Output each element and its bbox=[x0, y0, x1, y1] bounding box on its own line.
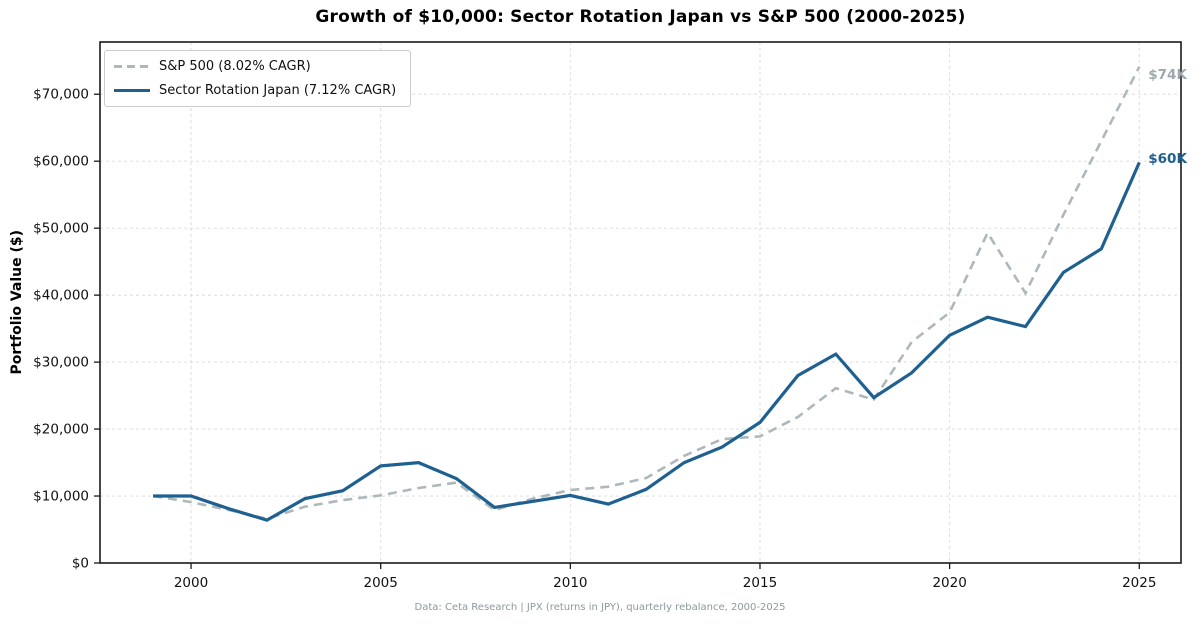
y-tick-label: $40,000 bbox=[33, 288, 89, 304]
plot-border bbox=[99, 41, 1182, 564]
x-tick-label: 2010 bbox=[553, 575, 587, 591]
legend-row-sp500: S&P 500 (8.02% CAGR) bbox=[114, 57, 396, 76]
x-tick-label: 2000 bbox=[174, 575, 208, 591]
x-tick-label: 2025 bbox=[1122, 575, 1156, 591]
y-tick-label: $60,000 bbox=[33, 154, 89, 170]
japan-series-line bbox=[153, 161, 1141, 522]
sp500-series-line bbox=[152, 66, 1141, 521]
annotation-sp500-end-value: $74K bbox=[1148, 66, 1187, 83]
y-tick-label: $70,000 bbox=[33, 87, 89, 103]
data-source-caption: Data: Ceta Research | JPX (returns in JP… bbox=[414, 602, 786, 613]
x-tick-label: 2005 bbox=[364, 575, 398, 591]
chart-title: Growth of $10,000: Sector Rotation Japan… bbox=[315, 7, 966, 27]
legend-label-japan: Sector Rotation Japan (7.12% CAGR) bbox=[159, 83, 397, 98]
y-tick-label: $10,000 bbox=[33, 489, 89, 505]
annotation-japan-end-value: $60K bbox=[1148, 150, 1187, 167]
y-tick-label: $30,000 bbox=[33, 355, 89, 371]
y-tick-label: $20,000 bbox=[33, 422, 89, 438]
x-tick-label: 2015 bbox=[743, 575, 777, 591]
x-tick-label: 2020 bbox=[932, 575, 966, 591]
legend-row-japan: Sector Rotation Japan (7.12% CAGR) bbox=[114, 81, 396, 100]
japan-line-sample-icon bbox=[114, 89, 150, 92]
sp500-line-sample-icon bbox=[114, 65, 150, 68]
legend: S&P 500 (8.02% CAGR) Sector Rotation Jap… bbox=[104, 50, 412, 107]
legend-label-sp500: S&P 500 (8.02% CAGR) bbox=[159, 59, 311, 74]
y-tick-label: $0 bbox=[72, 556, 89, 572]
y-tick-label: $50,000 bbox=[33, 221, 89, 237]
